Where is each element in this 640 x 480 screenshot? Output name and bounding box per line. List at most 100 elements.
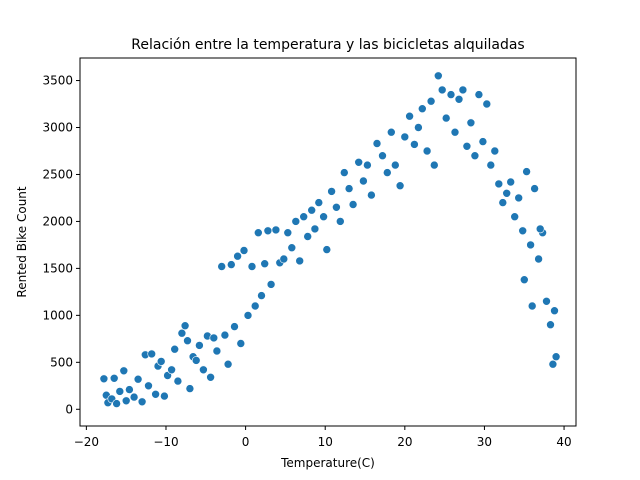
y-axis-ticks: 0 500 1000 1500 2000 2500 3000 3500	[42, 74, 80, 416]
data-point	[367, 190, 376, 200]
data-point	[206, 372, 215, 382]
data-point	[160, 391, 169, 401]
data-point	[527, 301, 537, 311]
data-point	[372, 139, 382, 148]
x-tick-label: 40	[556, 435, 571, 449]
data-point	[470, 151, 480, 160]
data-point	[522, 167, 531, 176]
data-point	[414, 123, 423, 132]
data-point	[546, 320, 555, 330]
data-point	[335, 217, 345, 226]
x-tick-label: 0	[242, 435, 250, 449]
data-point	[332, 203, 341, 212]
data-point	[446, 90, 456, 99]
data-point	[263, 226, 273, 236]
plot-frame	[79, 57, 577, 427]
data-point	[217, 262, 226, 271]
x-axis-label: Temperature(C)	[280, 456, 375, 470]
data-point	[129, 392, 139, 402]
x-tick-label: 20	[397, 435, 412, 449]
data-point	[167, 365, 176, 375]
data-point	[112, 399, 121, 408]
data-point	[344, 184, 354, 193]
y-tick-label: 3000	[42, 121, 73, 135]
data-point	[534, 254, 543, 264]
data-point	[310, 224, 320, 234]
data-point	[514, 193, 524, 203]
data-point	[482, 99, 492, 109]
data-point	[422, 146, 432, 156]
data-point	[151, 389, 160, 399]
data-point	[230, 322, 239, 331]
data-point	[223, 359, 233, 369]
data-point	[410, 140, 419, 149]
data-point	[295, 256, 305, 266]
data-point	[137, 397, 147, 407]
data-point	[378, 151, 387, 160]
data-point	[494, 179, 504, 189]
data-point	[478, 137, 488, 146]
data-point	[195, 341, 204, 350]
data-point	[227, 260, 236, 269]
data-point	[303, 232, 313, 241]
data-point	[257, 291, 266, 300]
data-point	[119, 366, 129, 376]
data-point	[486, 160, 496, 170]
data-point	[395, 181, 405, 190]
data-point	[125, 385, 134, 394]
x-axis-ticks: −20 −10 0 10 20 30 40	[74, 426, 572, 449]
points-layer	[99, 71, 561, 408]
data-point	[462, 142, 472, 151]
data-point	[322, 245, 332, 254]
data-point	[535, 224, 545, 234]
data-point	[283, 228, 293, 237]
y-tick-label: 1500	[42, 261, 73, 275]
data-point	[199, 365, 208, 375]
data-point	[433, 71, 443, 81]
data-point	[147, 349, 156, 359]
x-tick-label: −10	[153, 435, 178, 449]
x-tick-label: −20	[74, 435, 99, 449]
y-axis-label: Rented Bike Count	[15, 186, 29, 298]
data-point	[236, 339, 246, 348]
data-point	[502, 189, 512, 198]
data-point	[490, 146, 500, 156]
chart-title: Relación entre la temperatura y las bici…	[131, 37, 524, 53]
data-point	[260, 259, 270, 269]
data-point	[390, 160, 400, 170]
data-point	[437, 85, 447, 95]
data-point	[550, 306, 559, 316]
data-point	[144, 381, 153, 391]
data-point	[233, 251, 242, 261]
data-point	[121, 396, 131, 406]
data-point	[287, 243, 297, 252]
data-point	[170, 344, 179, 354]
x-tick-label: 30	[477, 435, 492, 449]
data-point	[548, 359, 558, 369]
x-tick-label: 10	[318, 435, 333, 449]
data-point	[474, 90, 484, 99]
data-point	[185, 384, 195, 393]
data-point	[339, 168, 349, 177]
data-point	[327, 187, 336, 196]
data-point	[426, 96, 436, 106]
data-point	[183, 336, 192, 346]
data-point	[405, 111, 414, 121]
data-point	[299, 212, 309, 221]
data-point	[363, 160, 372, 170]
data-point	[212, 346, 222, 356]
data-point	[177, 328, 187, 338]
data-point	[109, 373, 119, 383]
data-point	[454, 95, 464, 104]
data-point	[530, 184, 539, 193]
data-point	[429, 160, 439, 170]
y-tick-label: 500	[50, 355, 73, 369]
data-point	[510, 212, 520, 221]
data-point	[417, 104, 427, 113]
data-point	[506, 177, 516, 187]
data-point	[400, 132, 410, 142]
data-point	[133, 374, 143, 384]
y-tick-label: 2000	[42, 214, 73, 228]
data-point	[266, 280, 276, 289]
